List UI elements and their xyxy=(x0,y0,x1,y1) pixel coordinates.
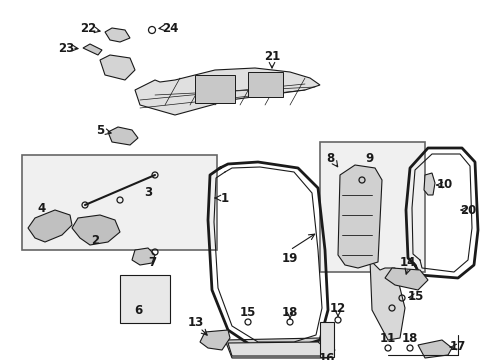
Text: 5: 5 xyxy=(96,123,104,136)
Text: 16: 16 xyxy=(318,351,334,360)
Text: 21: 21 xyxy=(264,50,280,63)
Text: 24: 24 xyxy=(162,22,178,35)
Text: 8: 8 xyxy=(325,152,333,165)
Polygon shape xyxy=(423,173,434,195)
Polygon shape xyxy=(200,330,229,350)
Text: 10: 10 xyxy=(436,179,452,192)
Text: 2: 2 xyxy=(91,234,99,247)
Text: 4: 4 xyxy=(38,202,46,215)
Text: 11: 11 xyxy=(379,332,395,345)
Bar xyxy=(195,75,235,103)
Polygon shape xyxy=(100,55,135,80)
Text: 1: 1 xyxy=(221,192,228,204)
Polygon shape xyxy=(105,28,130,42)
Polygon shape xyxy=(369,260,404,340)
Polygon shape xyxy=(135,68,319,115)
Text: 12: 12 xyxy=(329,302,346,315)
Text: 6: 6 xyxy=(134,303,142,316)
Text: 23: 23 xyxy=(58,41,74,54)
FancyBboxPatch shape xyxy=(319,142,424,272)
Bar xyxy=(247,72,283,97)
Text: 22: 22 xyxy=(80,22,96,35)
Polygon shape xyxy=(337,165,381,268)
Polygon shape xyxy=(28,210,72,242)
Text: 20: 20 xyxy=(459,203,475,216)
Text: 14: 14 xyxy=(399,256,415,269)
Bar xyxy=(120,275,170,323)
Text: 17: 17 xyxy=(449,341,465,354)
Text: 7: 7 xyxy=(148,256,156,269)
Text: 18: 18 xyxy=(401,332,417,345)
Text: 3: 3 xyxy=(143,186,152,199)
Text: 18: 18 xyxy=(281,306,298,319)
Polygon shape xyxy=(83,44,102,55)
Polygon shape xyxy=(108,127,138,145)
Polygon shape xyxy=(384,268,427,290)
Text: 19: 19 xyxy=(281,252,298,265)
Polygon shape xyxy=(72,215,120,245)
Polygon shape xyxy=(132,248,155,265)
Text: 9: 9 xyxy=(365,152,373,165)
Polygon shape xyxy=(224,338,334,358)
FancyBboxPatch shape xyxy=(22,155,217,250)
Bar xyxy=(319,322,333,357)
Polygon shape xyxy=(417,340,451,358)
Text: 15: 15 xyxy=(407,289,423,302)
Text: 15: 15 xyxy=(239,306,256,319)
Polygon shape xyxy=(227,342,329,356)
Text: 13: 13 xyxy=(187,315,203,328)
